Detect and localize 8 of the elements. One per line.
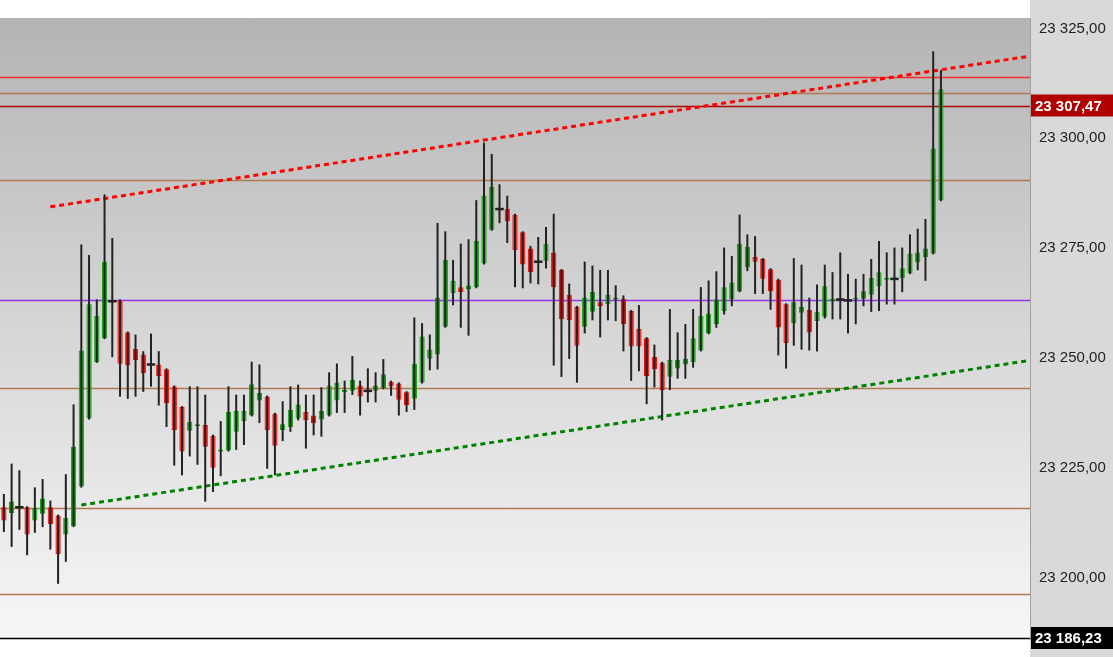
y-tick-label: 23 300,00 [1039,128,1106,146]
y-tick-label: 23 225,00 [1039,457,1106,475]
ref-line-label: 23 307,47 [1035,96,1102,114]
y-tick-label: 23 200,00 [1039,567,1106,585]
ref-line-label: 23 186,23 [1035,629,1102,647]
y-tick-label: 23 250,00 [1039,348,1106,366]
y-tick-label: 23 275,00 [1039,238,1106,256]
y-tick-label: 23 325,00 [1039,18,1106,36]
